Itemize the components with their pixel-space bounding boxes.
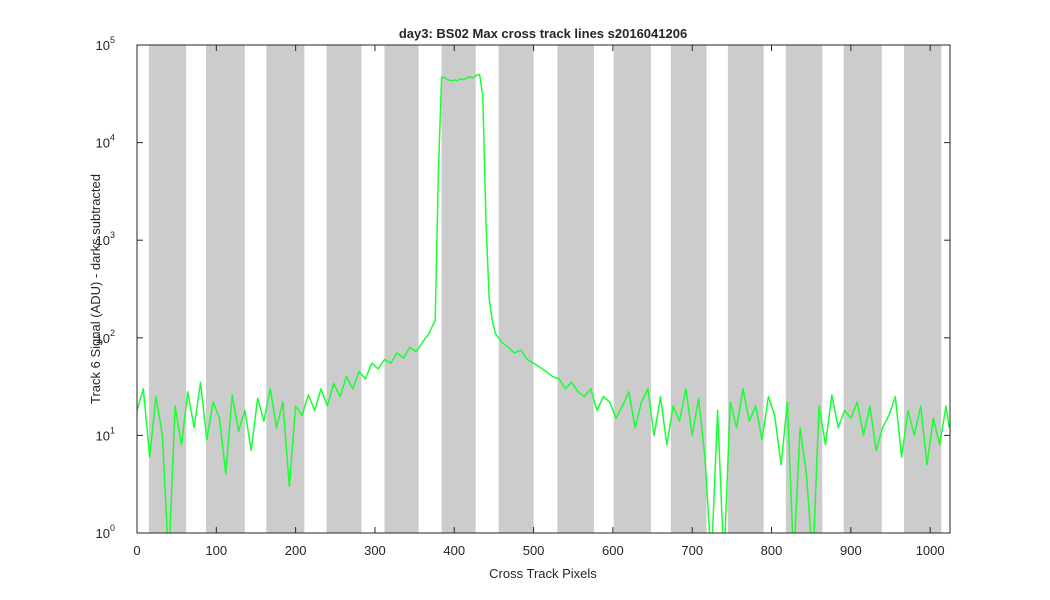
x-axis-label: Cross Track Pixels [489,566,597,581]
y-tick-base: 10 [96,526,110,541]
x-tick-label: 900 [840,543,862,558]
band [441,45,476,533]
x-tick-label: 300 [364,543,386,558]
y-tick-base: 10 [96,233,110,248]
data-line [137,73,950,533]
y-tick-label: 104 [96,133,115,151]
y-tick-exponent: 2 [110,328,115,338]
band [670,45,707,533]
line-area [137,73,950,533]
y-tick-label: 100 [96,523,115,541]
y-tick-exponent: 5 [110,35,115,45]
band [326,45,362,533]
x-tick-label: 1000 [916,543,945,558]
y-tick-label: 102 [96,328,115,346]
axes-box [136,44,951,534]
y-tick-label: 103 [96,230,115,248]
band [266,45,305,533]
y-tick-base: 10 [96,38,110,53]
x-tick-label: 500 [523,543,545,558]
x-tick-label: 600 [602,543,624,558]
band [903,45,942,533]
band [613,45,651,533]
x-tick-label: 0 [133,543,140,558]
y-tick-label: 105 [96,35,115,53]
band [384,45,419,533]
y-tick-base: 10 [96,331,110,346]
band [498,45,534,533]
x-tick-label: 100 [205,543,227,558]
chart-title: day3: BS02 Max cross track lines s201604… [399,26,687,41]
y-tick-base: 10 [96,136,110,151]
band [557,45,594,533]
band [206,45,245,533]
band [843,45,882,533]
y-tick-exponent: 4 [110,133,115,143]
y-tick-exponent: 3 [110,230,115,240]
x-tick-label: 700 [681,543,703,558]
y-tick-base: 10 [96,428,110,443]
y-tick-exponent: 1 [110,425,115,435]
x-tick-label: 400 [443,543,465,558]
y-tick-label: 101 [96,425,115,443]
y-axis-label: Track 6 Signal (ADU) - darks subtracted [88,174,103,404]
axes: 0 100 200 300 400 500 600 700 800 900 100010010110… [96,35,951,558]
x-tick-label: 200 [285,543,307,558]
band [148,45,187,533]
x-tick-label: 800 [761,543,783,558]
y-tick-exponent: 0 [110,523,115,533]
band [727,45,764,533]
